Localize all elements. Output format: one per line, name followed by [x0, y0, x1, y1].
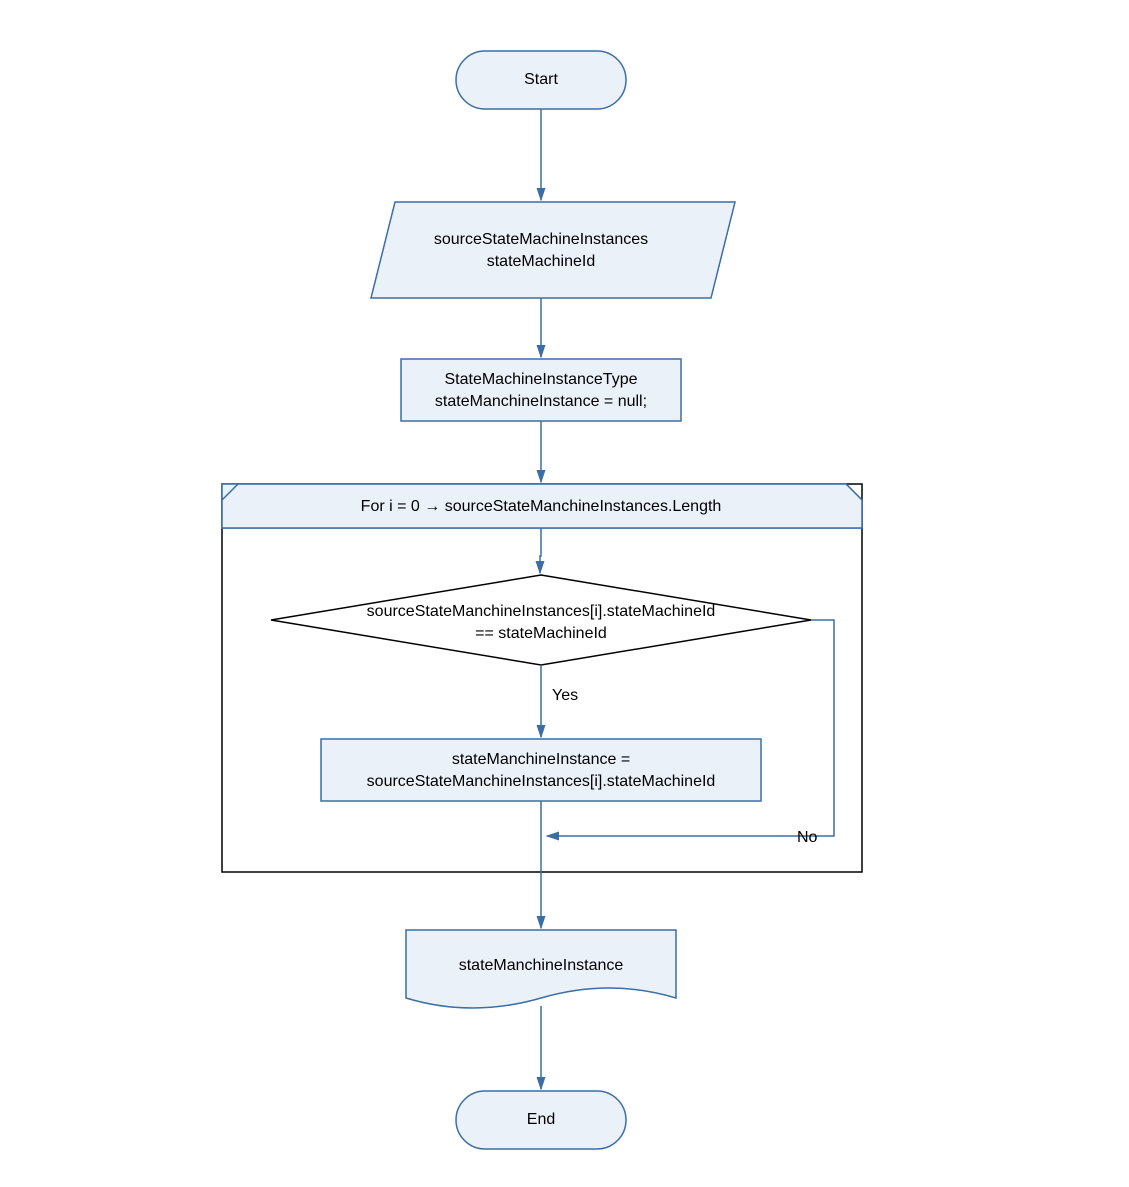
no-label: No: [797, 829, 818, 846]
loop-header-node: For i = 0 → sourceStateManchineInstances…: [222, 484, 862, 528]
output-label: stateManchineInstance: [459, 957, 624, 974]
assign-node: stateManchineInstance = sourceStateManch…: [321, 739, 761, 801]
decision-line2: == stateMachineId: [475, 625, 607, 642]
end-label: End: [527, 1111, 555, 1128]
decision-node: sourceStateManchineInstances[i].stateMac…: [271, 575, 811, 665]
input-node: sourceStateMachineInstances stateMachine…: [371, 202, 735, 298]
input-line1: sourceStateMachineInstances: [434, 231, 648, 248]
assign-line1: stateManchineInstance =: [452, 751, 630, 768]
input-line2: stateMachineId: [487, 253, 596, 270]
flowchart-canvas: Start sourceStateMachineInstances stateM…: [0, 0, 1129, 1187]
decision-line1: sourceStateManchineInstances[i].stateMac…: [367, 603, 716, 620]
edge-loop-decision: [540, 528, 541, 573]
loop-header-label: For i = 0 → sourceStateManchineInstances…: [361, 498, 722, 515]
output-node: stateManchineInstance: [406, 930, 676, 1008]
yes-label: Yes: [552, 687, 578, 704]
init-line1: StateMachineInstanceType: [444, 371, 637, 388]
init-node: StateMachineInstanceType stateManchineIn…: [401, 359, 681, 421]
init-line2: stateManchineInstance = null;: [435, 393, 647, 410]
start-label: Start: [524, 71, 558, 88]
assign-line2: sourceStateManchineInstances[i].stateMac…: [367, 773, 716, 790]
end-node: End: [456, 1091, 626, 1149]
loop-container: [222, 484, 862, 872]
start-node: Start: [456, 51, 626, 109]
